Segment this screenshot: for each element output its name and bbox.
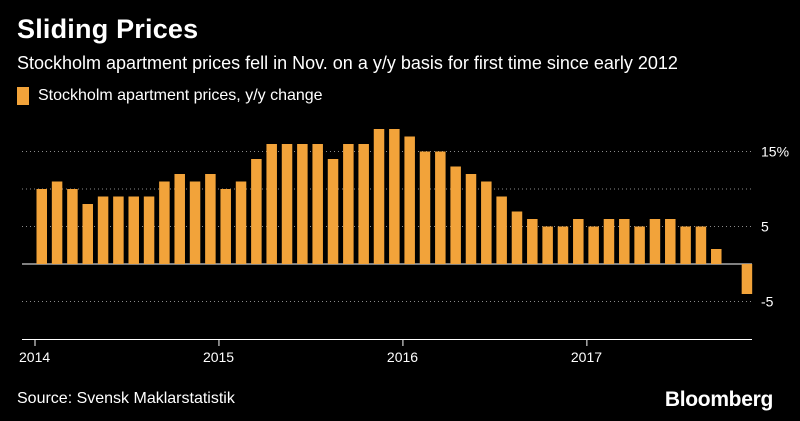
bar [266, 144, 277, 264]
x-tick-label: 2017 [571, 349, 602, 365]
bar [343, 144, 354, 264]
bar [36, 189, 47, 264]
bar [327, 159, 339, 264]
bar [189, 181, 201, 264]
bar [557, 226, 569, 264]
bar [205, 174, 216, 264]
bar [634, 226, 645, 264]
bar [235, 181, 247, 264]
legend-label: Stockholm apartment prices, y/y change [38, 87, 323, 104]
bar [128, 196, 139, 264]
bar [527, 219, 538, 264]
bar [603, 219, 615, 264]
bar [281, 144, 293, 264]
bar [695, 226, 707, 264]
bar [220, 189, 231, 264]
bar [649, 219, 661, 264]
bar [174, 174, 185, 264]
y-tick-label: 5 [761, 219, 769, 235]
bar [51, 181, 63, 264]
legend: Stockholm apartment prices, y/y change [17, 87, 323, 105]
bar [97, 196, 109, 264]
bar [143, 196, 155, 264]
bar [680, 226, 691, 264]
bar [588, 226, 599, 264]
bar [373, 129, 385, 264]
bar [741, 264, 753, 294]
y-tick-label: 15% [761, 144, 789, 160]
x-tick-label: 2015 [203, 349, 234, 365]
x-tick-label: 2014 [19, 349, 50, 365]
bar [619, 219, 630, 264]
bar [419, 151, 431, 264]
bloomberg-logo: Bloomberg [664, 388, 773, 411]
bar [496, 196, 507, 264]
bar [542, 226, 553, 264]
bar [358, 144, 369, 264]
bar [113, 196, 124, 264]
bar [404, 136, 415, 264]
bar [665, 219, 676, 264]
bar [297, 144, 308, 264]
chart-subtitle: Stockholm apartment prices fell in Nov. … [17, 53, 678, 73]
bar [711, 249, 722, 264]
bar [82, 204, 93, 264]
bar [481, 181, 492, 264]
legend-swatch [17, 87, 29, 105]
bar [573, 219, 584, 264]
bar [465, 174, 477, 264]
bar [159, 181, 170, 264]
bar [67, 189, 78, 264]
bar [511, 211, 523, 264]
bar [435, 151, 446, 264]
source-note: Source: Svensk Maklarstatistik [17, 390, 235, 407]
bar [389, 129, 400, 264]
chart-title: Sliding Prices [17, 14, 199, 44]
bar [312, 144, 323, 264]
bar [450, 166, 461, 264]
bar [251, 159, 262, 264]
y-tick-label: -5 [761, 294, 774, 310]
x-tick-label: 2016 [387, 349, 418, 365]
